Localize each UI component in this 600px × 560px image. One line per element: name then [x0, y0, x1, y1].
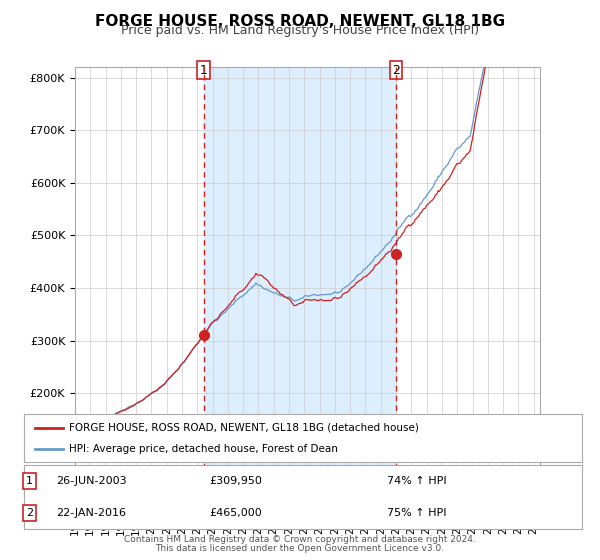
Text: FORGE HOUSE, ROSS ROAD, NEWENT, GL18 1BG (detached house): FORGE HOUSE, ROSS ROAD, NEWENT, GL18 1BG… [68, 423, 419, 433]
Text: 2: 2 [392, 64, 400, 77]
Text: Contains HM Land Registry data © Crown copyright and database right 2024.: Contains HM Land Registry data © Crown c… [124, 535, 476, 544]
Text: This data is licensed under the Open Government Licence v3.0.: This data is licensed under the Open Gov… [155, 544, 445, 553]
Text: £309,950: £309,950 [209, 476, 262, 486]
Text: 2: 2 [26, 508, 33, 518]
Bar [203, 67, 396, 498]
Text: 1: 1 [200, 64, 208, 77]
Text: 74% ↑ HPI: 74% ↑ HPI [387, 476, 446, 486]
Text: 22-JAN-2016: 22-JAN-2016 [56, 508, 126, 518]
Text: 75% ↑ HPI: 75% ↑ HPI [387, 508, 446, 518]
Text: 26-JUN-2003: 26-JUN-2003 [56, 476, 126, 486]
Text: HPI: Average price, detached house, Forest of Dean: HPI: Average price, detached house, Fore… [68, 444, 338, 454]
Text: £465,000: £465,000 [209, 508, 262, 518]
Text: FORGE HOUSE, ROSS ROAD, NEWENT, GL18 1BG: FORGE HOUSE, ROSS ROAD, NEWENT, GL18 1BG [95, 14, 505, 29]
Text: Price paid vs. HM Land Registry's House Price Index (HPI): Price paid vs. HM Land Registry's House … [121, 24, 479, 37]
Text: 1: 1 [26, 476, 33, 486]
